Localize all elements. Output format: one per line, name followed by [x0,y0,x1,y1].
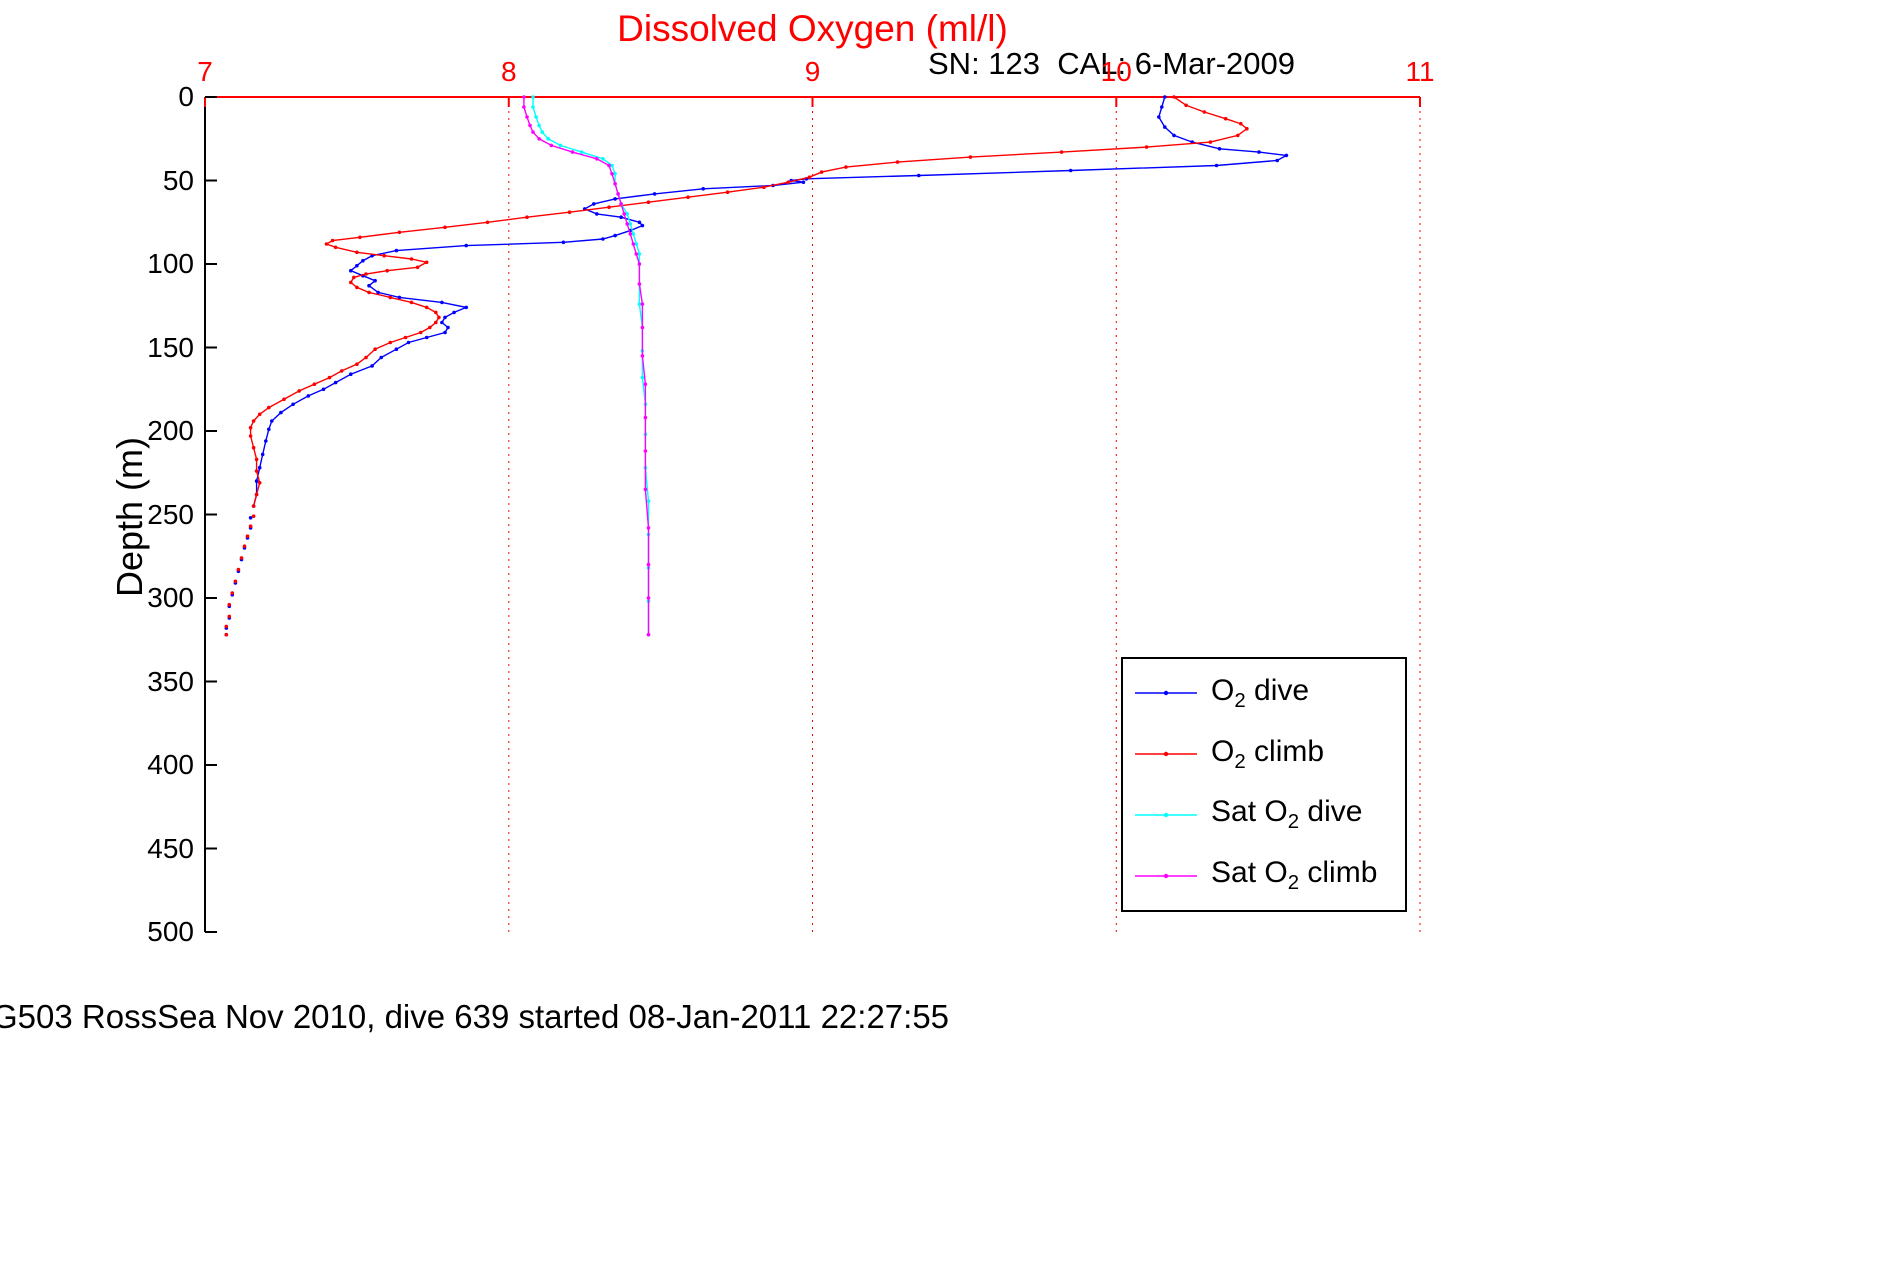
y-tick-label: 100 [147,248,194,279]
legend-line-sample-sat-o2-climb [1135,873,1197,878]
x-tick-label: 10 [1100,56,1132,87]
chart-title: Dissolved Oxygen (ml/l) [617,8,1008,49]
legend-line-sample-sat-o2-dive [1135,812,1197,818]
series-markers-sat-o2-dive [531,95,651,637]
y-tick-label: 250 [147,498,194,530]
series-line-sat-o2-dive [532,97,650,635]
y-tick-label: 450 [147,832,194,864]
legend-label-sat-o2-climb: Sat O2 climb [1211,856,1378,895]
sensor-serial-calibration-text: SN: 123 CAL: 6-Mar-2009 [928,46,1296,81]
y-tick-label: 0 [178,81,194,112]
x-tick-label: 7 [197,56,213,87]
legend-line-sample-o2-climb [1135,751,1197,757]
y-tick-label: 150 [147,331,194,363]
series-line-o2-climb [249,96,1249,507]
legend-entry-o2-climb: O2 climb [1123,735,1405,774]
x-tick-label: 9 [804,56,821,87]
legend-label-o2-dive: O2 dive [1211,673,1310,712]
series-markers-o2-climb [224,95,1249,637]
legend-label-sat-o2-dive: Sat O2 dive [1211,795,1363,834]
legend-entry-sat-o2-dive: Sat O2 dive [1123,795,1405,834]
x-tick-label: 8 [500,56,517,87]
series-line-sat-o2-climb [523,97,650,635]
x-tick-label: 11 [1405,56,1435,87]
series-markers-sat-o2-climb [522,95,651,637]
y-tick-label: 350 [147,665,194,697]
y-tick-label: 50 [162,164,194,196]
legend-line-sample-o2-dive [1135,691,1197,696]
y-tick-label: 200 [147,415,194,446]
legend: O2 dive O2 climb Sat O2 dive Sat O2 climb [1121,657,1407,912]
y-tick-label: 500 [147,916,194,947]
legend-label-o2-climb: O2 climb [1211,734,1325,773]
y-tick-label: 300 [147,582,194,613]
legend-entry-sat-o2-climb: Sat O2 climb [1123,856,1405,895]
legend-entry-o2-dive: O2 dive [1123,674,1405,713]
footer-caption: G503 RossSea Nov 2010, dive 639 started … [0,998,950,1035]
y-tick-label: 400 [147,749,194,780]
series-markers-o2-dive [224,95,1289,637]
